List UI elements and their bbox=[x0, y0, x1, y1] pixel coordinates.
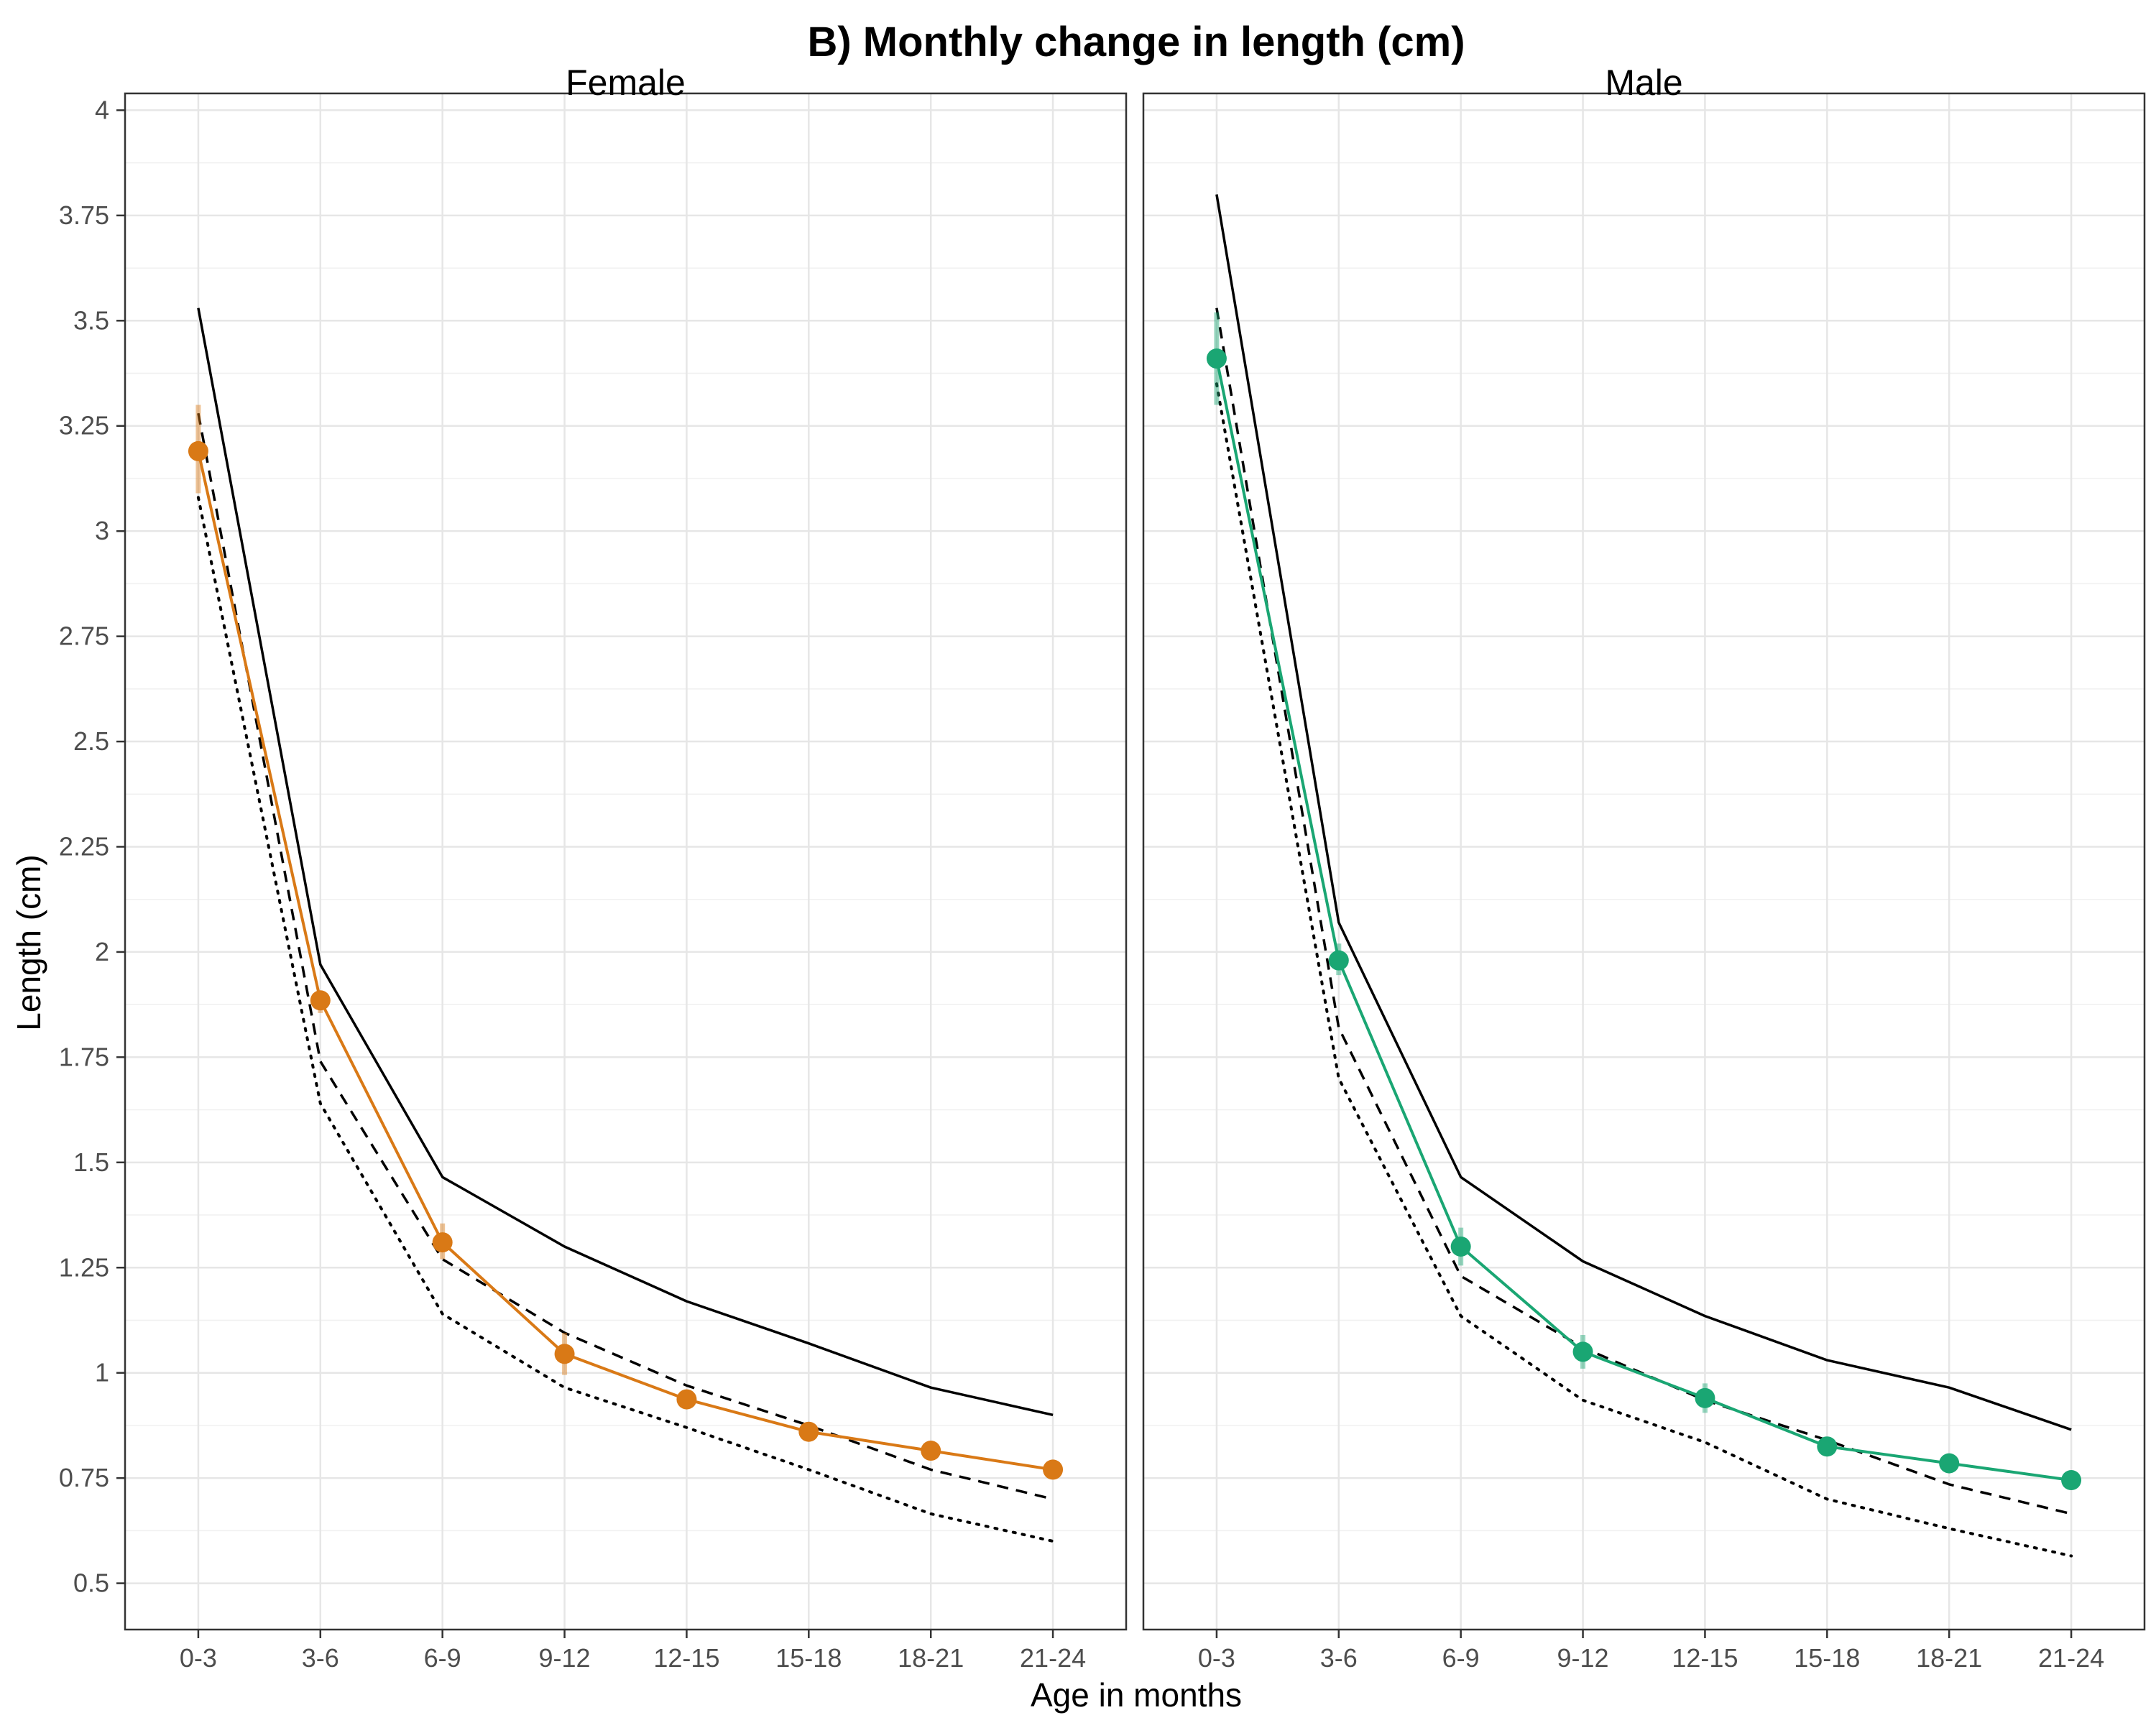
panel-male-observed-point bbox=[1206, 348, 1227, 369]
panel-female-observed-point bbox=[921, 1441, 941, 1461]
y-tick-label: 2.5 bbox=[73, 726, 109, 756]
y-tick-label: 0.5 bbox=[73, 1568, 109, 1598]
panel-male-observed-point bbox=[1450, 1236, 1471, 1257]
y-tick-label: 0.75 bbox=[59, 1463, 109, 1492]
panel-female-x-tick-label: 0-3 bbox=[180, 1643, 217, 1673]
y-axis-title: Length (cm) bbox=[10, 854, 47, 1030]
y-tick-label: 2.75 bbox=[59, 622, 109, 651]
y-tick-label: 2 bbox=[95, 937, 109, 966]
panel-female-x-tick-label: 15-18 bbox=[775, 1643, 842, 1673]
panel-male-reference-solid-line bbox=[1215, 194, 2072, 1431]
panel-male-background bbox=[1143, 93, 2145, 1630]
panel-male-strip-label: Male bbox=[1605, 63, 1682, 103]
panel-female-x-tick-label: 21-24 bbox=[1020, 1643, 1086, 1673]
chart-title: B) Monthly change in length (cm) bbox=[807, 19, 1465, 65]
panel-female-x-tick-label: 6-9 bbox=[424, 1643, 461, 1673]
panel-female-observed-point bbox=[1043, 1459, 1064, 1480]
panel-male-observed-line bbox=[1215, 358, 2072, 1482]
panel-male-observed-point bbox=[1572, 1341, 1593, 1362]
panel-female-strip-label: Female bbox=[566, 63, 686, 103]
y-tick-label: 3.75 bbox=[59, 200, 109, 230]
panel-male-x-tick-label: 15-18 bbox=[1794, 1643, 1860, 1673]
panel-male-x-tick-label: 9-12 bbox=[1557, 1643, 1609, 1673]
y-tick-label: 1.25 bbox=[59, 1252, 109, 1282]
panel-female-x-tick-label: 3-6 bbox=[302, 1643, 339, 1673]
panel-female-observed-point bbox=[432, 1232, 453, 1253]
x-axis-title: Age in months bbox=[1031, 1676, 1242, 1714]
panel-male-observed-point bbox=[1328, 950, 1349, 971]
panel-male-x-tick-label: 12-15 bbox=[1672, 1643, 1738, 1673]
panel-female-observed-point bbox=[188, 440, 208, 461]
panel-male-reference-dashed-line bbox=[1215, 308, 2072, 1515]
y-tick-label: 1.5 bbox=[73, 1147, 109, 1177]
panel-female-x-tick-label: 12-15 bbox=[653, 1643, 719, 1673]
panel-male-border bbox=[1142, 92, 2146, 1631]
panel-female-observed-point bbox=[798, 1421, 819, 1442]
panel-female-observed-point bbox=[554, 1344, 575, 1364]
y-tick-label: 1 bbox=[95, 1358, 109, 1387]
panel-male-x-tick-label: 0-3 bbox=[1198, 1643, 1235, 1673]
y-tick-label: 3.25 bbox=[59, 411, 109, 440]
panel-male-x-tick-label: 18-21 bbox=[1916, 1643, 1982, 1673]
y-tick-label: 3.5 bbox=[73, 305, 109, 335]
panel-male-x-tick-label: 3-6 bbox=[1320, 1643, 1358, 1673]
panel-female-x-tick-label: 9-12 bbox=[539, 1643, 591, 1673]
y-tick-label: 1.75 bbox=[59, 1042, 109, 1071]
panel-male-x-tick-label: 6-9 bbox=[1442, 1643, 1480, 1673]
panel-male-observed-point bbox=[1817, 1436, 1838, 1457]
panel-male-reference-dotted-line bbox=[1215, 382, 2073, 1558]
panel-female-background bbox=[125, 93, 1126, 1630]
panel-female-reference-dotted-line bbox=[196, 496, 1055, 1543]
y-tick-label: 4 bbox=[95, 95, 109, 124]
panel-female-observed-line bbox=[196, 451, 1054, 1471]
panel-female-reference-solid-line bbox=[197, 308, 1054, 1417]
panel-female-observed-point bbox=[676, 1389, 697, 1410]
y-tick-label: 3 bbox=[95, 516, 109, 545]
panel-female-x-tick-label: 18-21 bbox=[898, 1643, 964, 1673]
panel-male-observed-point bbox=[1695, 1387, 1715, 1408]
panel-female-reference-dashed-line bbox=[197, 412, 1054, 1501]
y-tick-label: 2.25 bbox=[59, 831, 109, 861]
panel-female-border bbox=[124, 92, 1128, 1631]
panel-male-x-tick-label: 21-24 bbox=[2038, 1643, 2104, 1673]
panel-male-observed-point bbox=[2061, 1470, 2082, 1491]
panel-male-observed-point bbox=[1939, 1453, 1960, 1474]
panel-female-observed-point bbox=[310, 990, 331, 1011]
